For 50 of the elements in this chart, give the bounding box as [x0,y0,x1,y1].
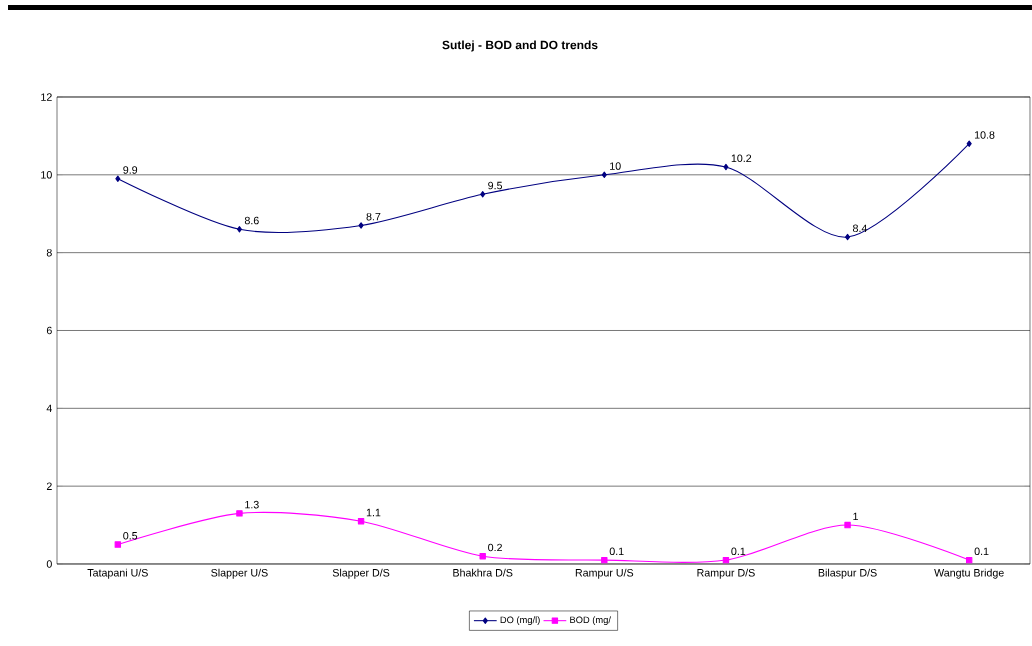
data-label: 0.1 [731,547,746,556]
x-tick-label: Slapper U/S [211,568,268,579]
x-tick-label: Slapper D/S [332,568,390,579]
point [236,510,243,517]
data-label: 9.9 [123,166,138,174]
data-label: 0.1 [609,547,624,556]
data-label: 8.4 [853,224,868,233]
data-label: 10 [610,162,621,170]
x-tick-label: Tatapani U/S [87,568,148,579]
data-label: 1.1 [366,508,381,517]
data-label: 8.7 [366,212,381,221]
y-tick-label: 10 [41,171,52,179]
point [479,552,486,560]
data-label: 0.2 [488,543,502,552]
data-label: 10.8 [974,131,995,139]
legend-label: BOD (mg/ [570,616,611,625]
point [358,222,364,229]
y-tick-label: 8 [46,248,52,257]
data-label: 1 [853,512,858,521]
point [722,556,730,564]
point [480,191,486,198]
point [723,163,729,171]
point [115,175,121,182]
y-tick-label: 4 [46,404,52,412]
y-tick-label: 6 [46,326,52,335]
data-label: 9.5 [488,181,503,190]
point [236,226,242,233]
point [845,233,851,241]
data-label: 1.3 [245,500,259,509]
point [114,541,122,548]
y-tick-label: 0 [46,560,52,568]
x-tick-label: Bhakhra D/S [453,568,513,577]
legend-label: DO (mg/l) [500,616,540,625]
data-label: 0.5 [123,532,138,540]
x-tick-label: Wangtu Bridge [934,568,1004,579]
point [844,521,851,529]
point [357,517,365,525]
point [966,140,972,147]
data-label: 8.6 [244,216,259,225]
point [965,556,973,564]
point [601,556,608,564]
y-tick-label: 12 [41,93,52,101]
chart-title: Sutlej - BOD and DO trends [442,40,598,52]
data-label: 0.1 [974,547,989,556]
y-tick-label: 2 [46,482,52,490]
point [601,171,607,179]
x-tick-label: Bilaspur D/S [818,568,877,579]
x-tick-label: Rampur U/S [575,568,634,579]
data-label: 10.2 [731,154,752,163]
x-tick-label: Rampur D/S [697,568,755,579]
